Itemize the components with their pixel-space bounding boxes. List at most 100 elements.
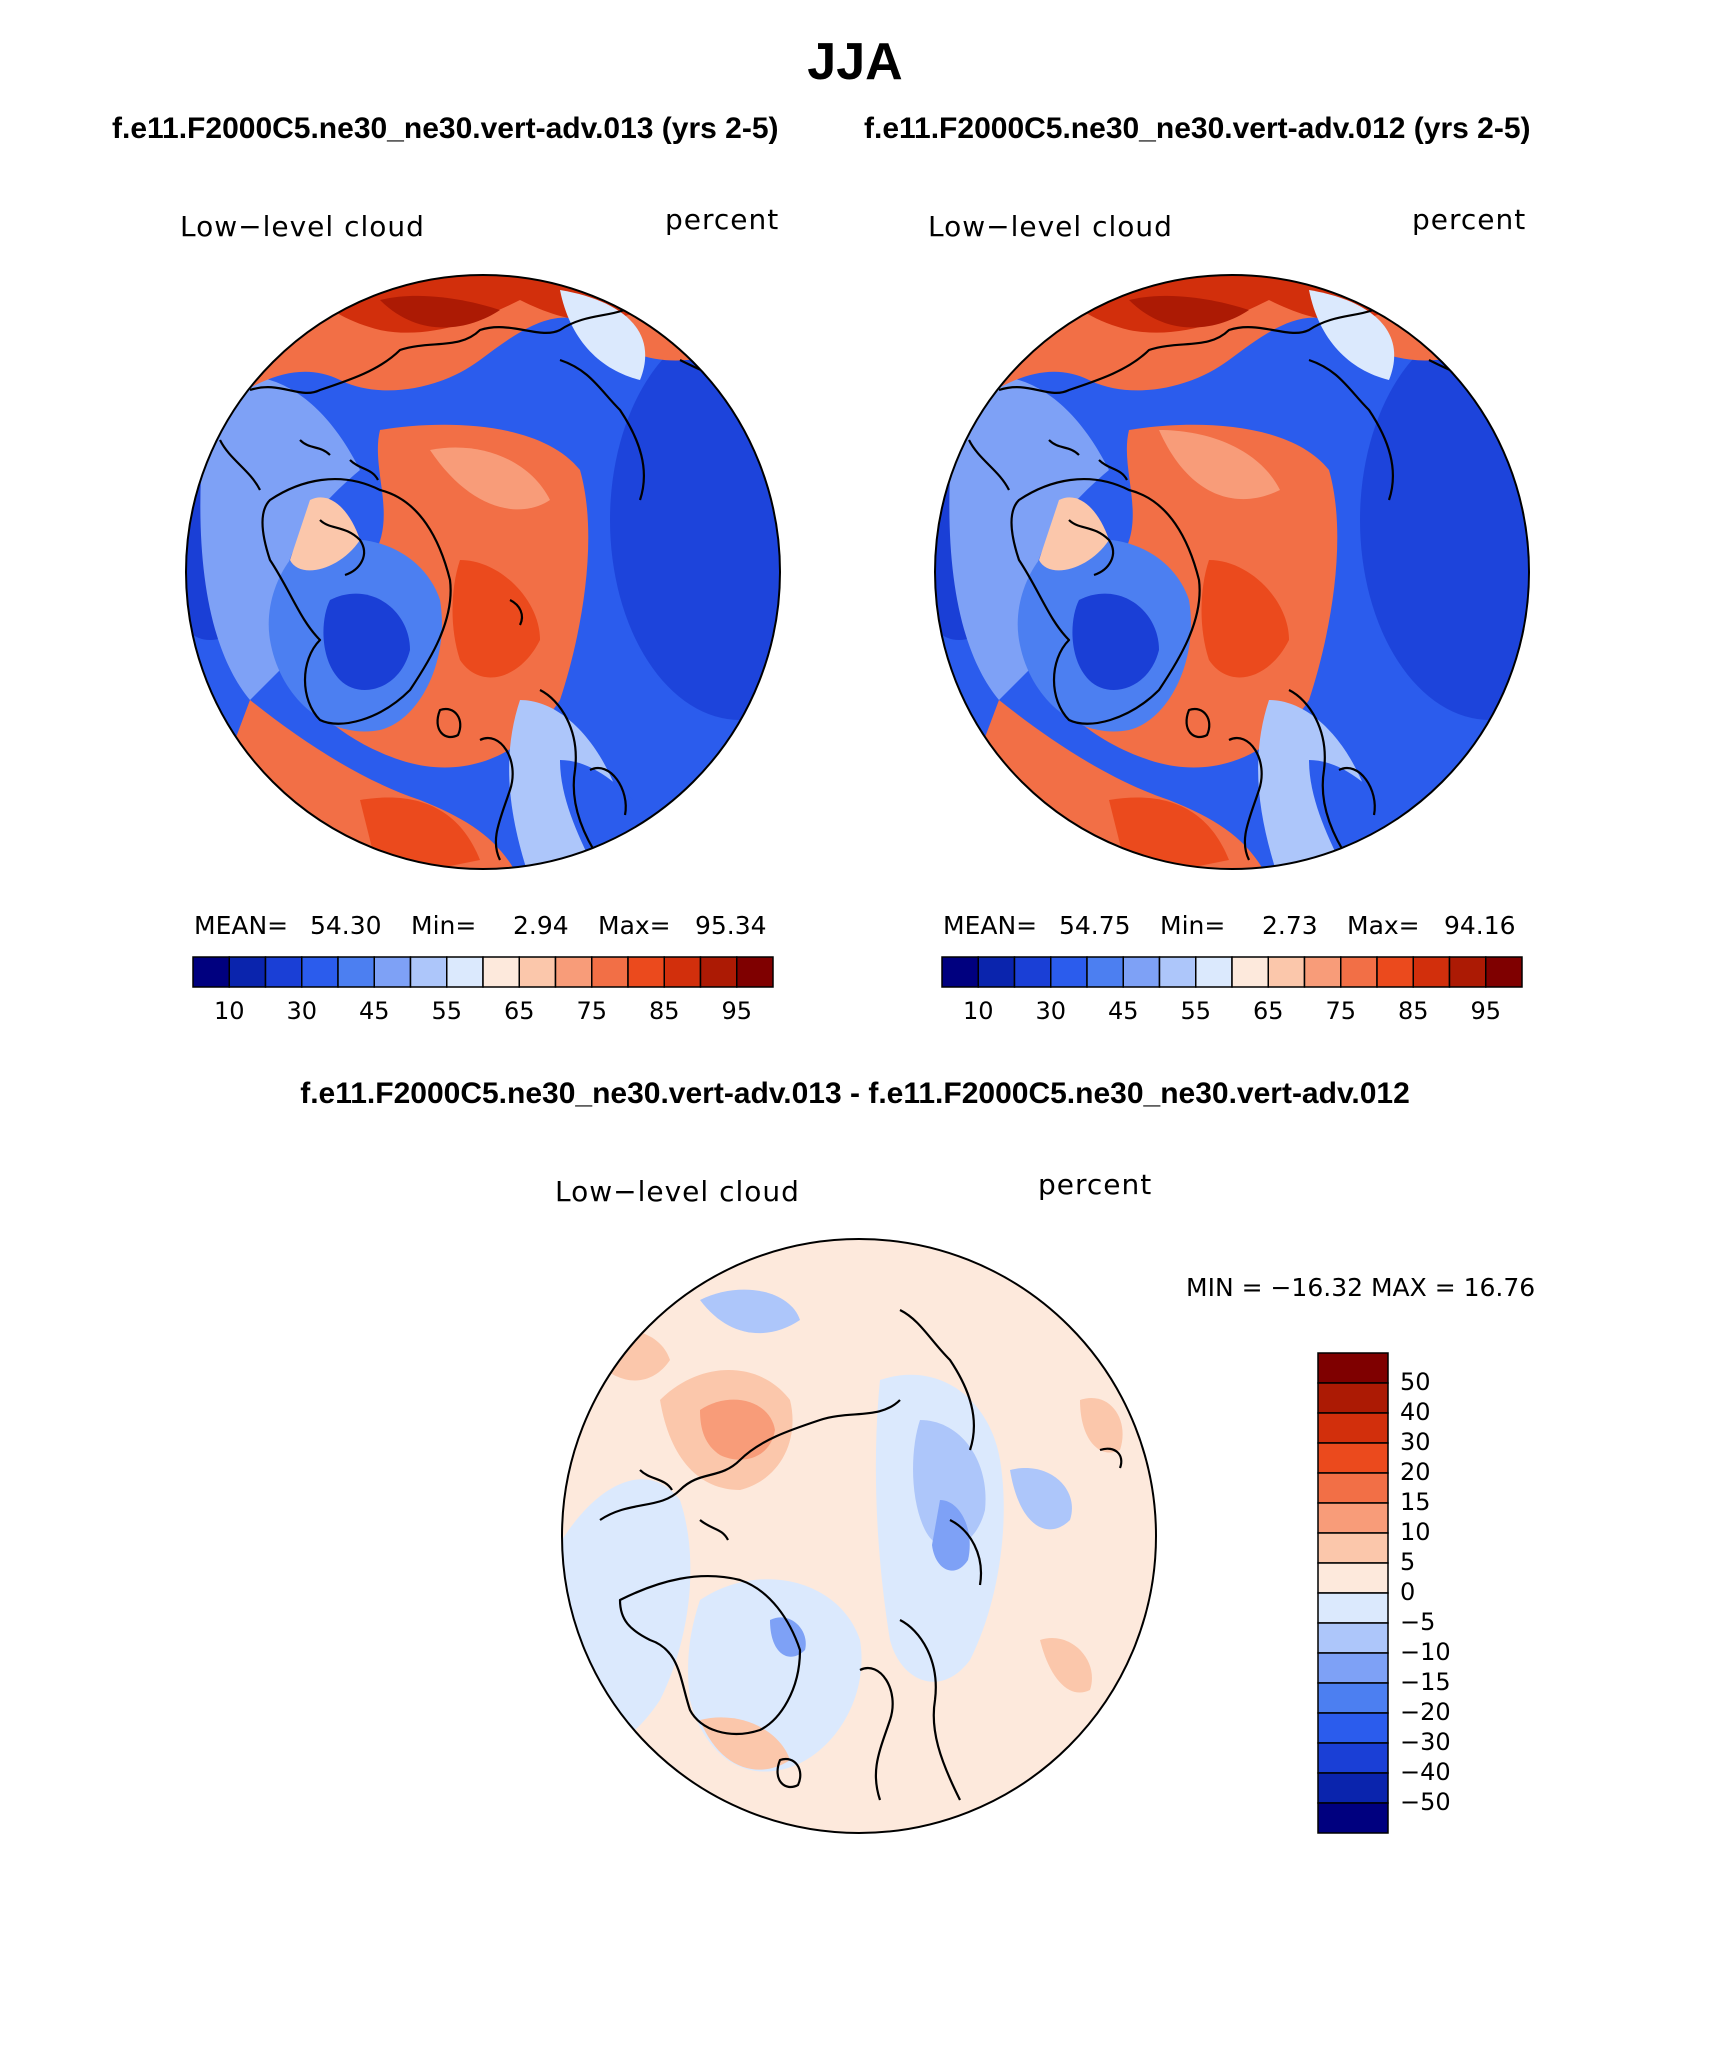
left-colorbar-tick-label: 75 bbox=[576, 997, 608, 1025]
left-colorbar-swatch bbox=[337, 956, 375, 988]
right-colorbar-swatch bbox=[1158, 956, 1197, 988]
right-colorbar-swatch bbox=[1050, 956, 1088, 988]
right-colorbar-swatch bbox=[977, 956, 1016, 988]
left-colorbar-tick-label: 65 bbox=[503, 997, 535, 1025]
left-colorbar-swatch bbox=[228, 956, 267, 988]
right-max-label: Max= bbox=[1347, 911, 1420, 940]
left-colorbar-swatch bbox=[518, 956, 557, 988]
figure-title: JJA bbox=[807, 33, 903, 91]
difference-colorbar-swatch bbox=[1317, 1412, 1389, 1444]
difference-colorbar-tick-label: 15 bbox=[1400, 1488, 1431, 1516]
difference-colorbar-swatch bbox=[1317, 1742, 1389, 1774]
right-colorbar-tick-label: 65 bbox=[1252, 997, 1284, 1025]
right-panel-units-label: percent bbox=[1412, 203, 1527, 236]
difference-colorbar-tick-label: −30 bbox=[1400, 1728, 1451, 1756]
left-colorbar-tick-label: 95 bbox=[721, 997, 753, 1025]
left-colorbar-swatch bbox=[192, 956, 230, 988]
right-colorbar-swatch bbox=[1086, 956, 1124, 988]
difference-colorbar-swatch bbox=[1317, 1532, 1389, 1564]
right-colorbar-swatch bbox=[941, 956, 979, 988]
left-colorbar bbox=[192, 956, 774, 988]
difference-colorbar-tick-label: −50 bbox=[1400, 1788, 1451, 1816]
difference-colorbar-swatch bbox=[1317, 1502, 1389, 1534]
left-colorbar-swatch bbox=[446, 956, 484, 988]
left-colorbar-swatch bbox=[301, 956, 339, 988]
difference-colorbar-tick-label: 5 bbox=[1400, 1548, 1416, 1576]
difference-colorbar-swatch bbox=[1317, 1622, 1389, 1654]
right-colorbar-tick-label: 75 bbox=[1325, 997, 1357, 1025]
left-colorbar-swatch bbox=[663, 956, 702, 988]
right-mean-value: 54.75 bbox=[1059, 911, 1131, 940]
left-min-value: 2.94 bbox=[513, 911, 569, 940]
left-colorbar-swatch bbox=[591, 956, 629, 988]
right-colorbar-swatch bbox=[1013, 956, 1052, 988]
right-colorbar-swatch bbox=[1412, 956, 1451, 988]
difference-colorbar-swatch bbox=[1317, 1772, 1389, 1804]
right-panel-variable-label: Low−level cloud bbox=[928, 210, 1173, 243]
left-min-label: Min= bbox=[411, 911, 477, 940]
left-panel-units-label: percent bbox=[665, 203, 780, 236]
right-colorbar-tick-label: 85 bbox=[1397, 997, 1429, 1025]
right-polar-map bbox=[934, 274, 1530, 870]
left-colorbar-tick-label: 30 bbox=[286, 997, 318, 1025]
difference-colorbar-tick-label: −10 bbox=[1400, 1638, 1451, 1666]
difference-colorbar-swatch bbox=[1317, 1682, 1389, 1714]
left-colorbar-swatch bbox=[627, 956, 665, 988]
difference-polar-map bbox=[561, 1238, 1157, 1834]
difference-colorbar-swatch bbox=[1317, 1562, 1389, 1594]
right-colorbar-swatch bbox=[1195, 956, 1233, 988]
right-colorbar-tick-label: 95 bbox=[1470, 997, 1502, 1025]
right-colorbar-swatch bbox=[1267, 956, 1306, 988]
left-max-value: 95.34 bbox=[695, 911, 767, 940]
difference-colorbar-swatch bbox=[1317, 1712, 1389, 1744]
left-colorbar-tick-label: 45 bbox=[358, 997, 390, 1025]
right-colorbar-swatch bbox=[1448, 956, 1487, 988]
right-mean-label: MEAN= bbox=[943, 911, 1038, 940]
difference-title: f.e11.F2000C5.ne30_ne30.vert-adv.013 - f… bbox=[300, 1077, 1410, 1110]
left-colorbar-swatch bbox=[409, 956, 448, 988]
difference-colorbar-tick-label: 40 bbox=[1400, 1398, 1431, 1426]
left-panel-subtitle: f.e11.F2000C5.ne30_ne30.vert-adv.013 (yr… bbox=[112, 112, 779, 145]
difference-colorbar-tick-label: −20 bbox=[1400, 1698, 1451, 1726]
diff-panel-min-max: MIN = −16.32 MAX = 16.76 bbox=[1186, 1273, 1536, 1302]
difference-colorbar-tick-label: −15 bbox=[1400, 1668, 1451, 1696]
left-colorbar-swatch bbox=[264, 956, 303, 988]
difference-colorbar-swatch bbox=[1317, 1472, 1389, 1504]
left-colorbar-swatch bbox=[699, 956, 738, 988]
left-colorbar-swatch bbox=[373, 956, 412, 988]
right-colorbar-swatch bbox=[1485, 956, 1523, 988]
right-colorbar-swatch bbox=[1376, 956, 1414, 988]
difference-colorbar-swatch bbox=[1317, 1652, 1389, 1684]
right-colorbar-swatch bbox=[1303, 956, 1342, 988]
difference-colorbar-tick-label: −40 bbox=[1400, 1758, 1451, 1786]
left-polar-map bbox=[185, 274, 781, 870]
left-mean-label: MEAN= bbox=[194, 911, 289, 940]
difference-colorbar-swatch bbox=[1317, 1382, 1389, 1414]
diff-panel-variable-label: Low−level cloud bbox=[555, 1175, 800, 1208]
left-colorbar-swatch bbox=[736, 956, 774, 988]
right-colorbar-swatch bbox=[1231, 956, 1269, 988]
right-min-label: Min= bbox=[1160, 911, 1226, 940]
left-colorbar-swatch bbox=[482, 956, 520, 988]
right-colorbar-swatch bbox=[1122, 956, 1161, 988]
difference-colorbar-tick-label: 50 bbox=[1400, 1368, 1431, 1396]
left-mean-value: 54.30 bbox=[310, 911, 382, 940]
left-colorbar-tick-label: 85 bbox=[648, 997, 680, 1025]
difference-colorbar-swatch bbox=[1317, 1592, 1389, 1624]
right-colorbar-swatch bbox=[1340, 956, 1378, 988]
right-min-value: 2.73 bbox=[1262, 911, 1318, 940]
difference-colorbar-swatch bbox=[1317, 1352, 1389, 1384]
left-max-label: Max= bbox=[598, 911, 671, 940]
left-panel-variable-label: Low−level cloud bbox=[180, 210, 425, 243]
right-colorbar-tick-label: 45 bbox=[1107, 997, 1139, 1025]
difference-colorbar-swatch bbox=[1317, 1442, 1389, 1474]
right-max-value: 94.16 bbox=[1444, 911, 1516, 940]
right-colorbar bbox=[941, 956, 1523, 988]
difference-colorbar bbox=[1317, 1352, 1389, 1834]
difference-colorbar-tick-label: 20 bbox=[1400, 1458, 1431, 1486]
left-colorbar-tick-label: 10 bbox=[213, 997, 245, 1025]
left-colorbar-tick-label: 55 bbox=[431, 997, 463, 1025]
difference-colorbar-tick-label: 30 bbox=[1400, 1428, 1431, 1456]
